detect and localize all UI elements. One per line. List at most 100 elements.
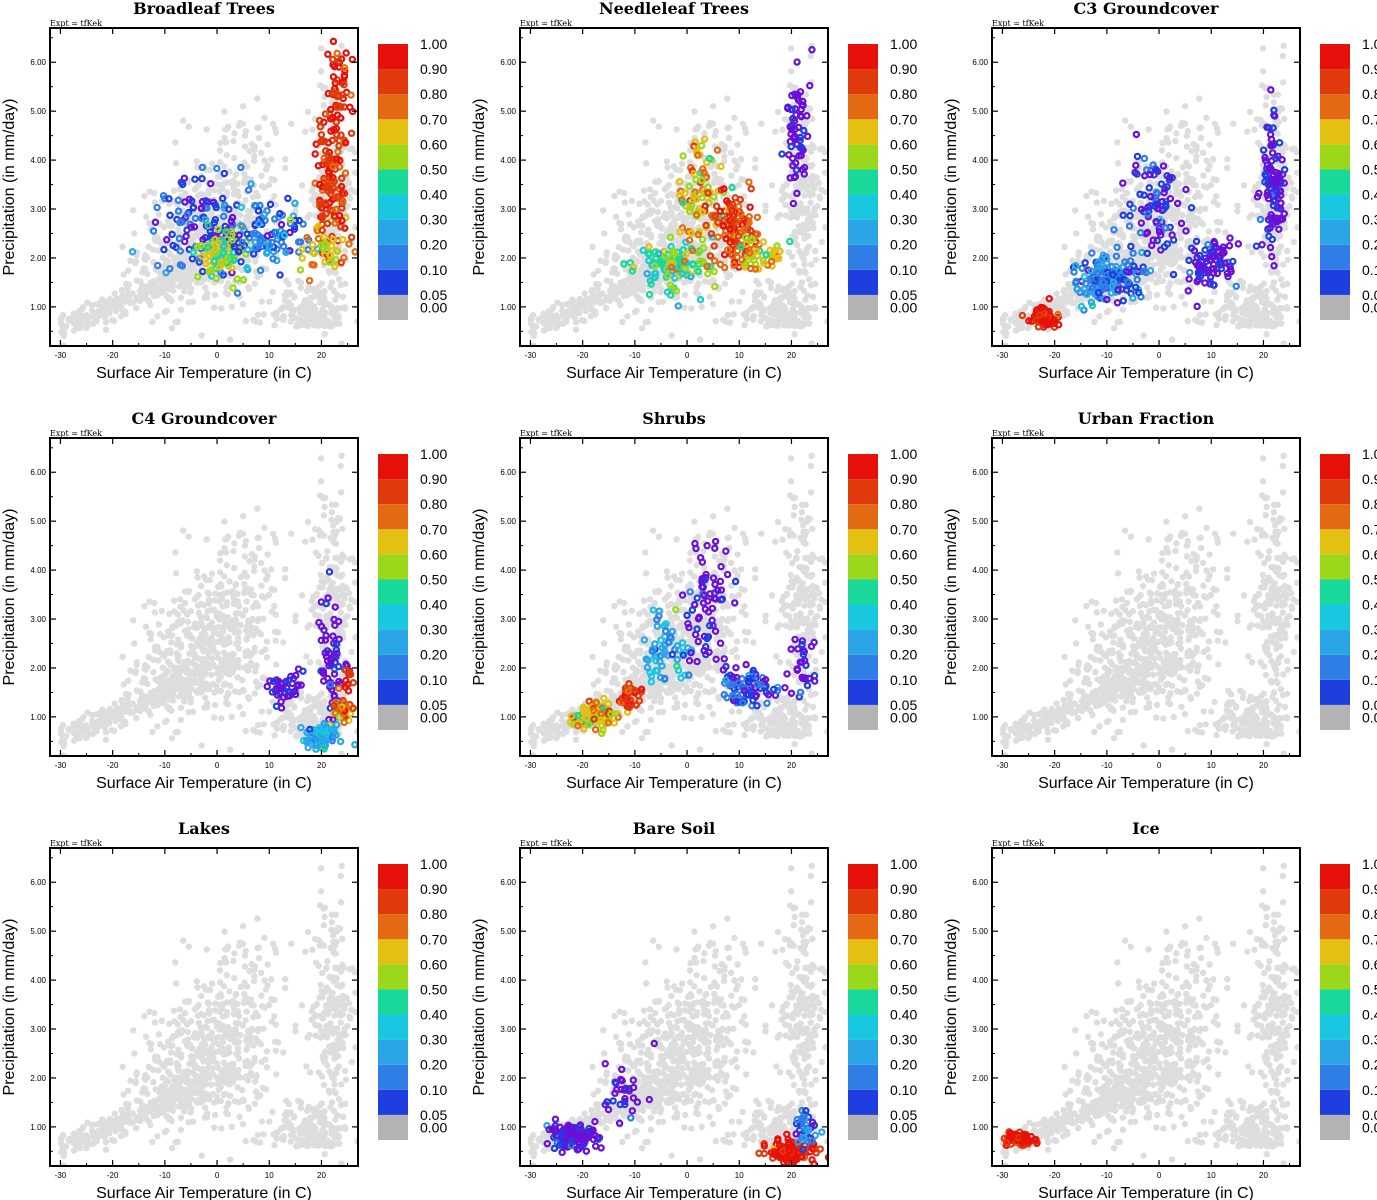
bg-point — [119, 243, 126, 251]
data-point — [223, 254, 232, 263]
data-point — [700, 135, 709, 143]
bg-point — [1261, 312, 1269, 319]
data-point — [298, 254, 306, 262]
bg-point — [743, 315, 751, 322]
bg-point — [348, 186, 355, 193]
data-point — [1215, 260, 1224, 269]
bg-point — [1163, 108, 1170, 115]
data-point — [239, 276, 248, 284]
bg-point — [149, 318, 156, 326]
data-point — [784, 104, 792, 113]
data-point — [338, 174, 346, 182]
data-point — [794, 123, 803, 132]
bg-point — [1262, 261, 1270, 269]
bg-point — [678, 209, 686, 216]
bg-point — [243, 213, 250, 220]
data-point — [1268, 149, 1277, 157]
data-point — [1271, 112, 1279, 120]
bg-point — [322, 299, 329, 307]
bg-point — [1278, 105, 1286, 112]
bg-point — [1071, 207, 1079, 214]
data-point — [237, 163, 245, 172]
bg-point — [330, 287, 338, 295]
data-point — [628, 267, 637, 275]
data-point — [803, 112, 811, 120]
bg-point — [251, 280, 258, 287]
bg-point — [1223, 164, 1231, 172]
bg-point — [271, 192, 278, 200]
data-point — [702, 221, 710, 230]
bg-point — [806, 305, 814, 312]
bg-point — [760, 294, 768, 301]
data-point — [760, 259, 768, 267]
data-point — [1146, 170, 1154, 179]
bg-point — [818, 186, 825, 193]
y-tick-label: 1.00 — [30, 303, 46, 312]
bg-point — [724, 311, 732, 319]
data-point — [162, 236, 171, 244]
bg-point — [255, 124, 262, 131]
bg-point — [1204, 166, 1212, 173]
data-point — [711, 212, 719, 220]
bg-point — [796, 269, 803, 276]
data-point — [128, 248, 137, 256]
plot-frame — [519, 27, 829, 347]
data-point — [747, 226, 755, 235]
bg-point — [1096, 313, 1103, 320]
y-tick-label: 5.00 — [30, 107, 46, 116]
bg-point — [251, 146, 258, 154]
bg-point — [772, 322, 779, 329]
data-point — [337, 182, 346, 191]
bg-point — [1143, 284, 1151, 291]
bg-point — [214, 173, 222, 181]
data-point — [788, 125, 796, 134]
bg-point — [753, 277, 760, 285]
data-point — [1131, 283, 1140, 292]
data-point — [1187, 204, 1196, 212]
data-point — [1159, 162, 1168, 170]
bg-point — [528, 328, 535, 336]
bg-point — [187, 289, 194, 296]
bg-point — [172, 319, 179, 326]
data-point — [187, 223, 195, 231]
bg-point — [302, 128, 309, 135]
bg-point — [129, 290, 136, 297]
data-point — [645, 256, 653, 265]
colorbar-label: 0.00 — [420, 299, 447, 315]
data-point — [1220, 248, 1228, 257]
data-point — [206, 179, 215, 188]
data-point — [324, 151, 332, 159]
data-point — [1097, 262, 1106, 270]
data-point — [329, 236, 337, 244]
data-point — [1234, 240, 1243, 248]
data-point — [325, 169, 333, 177]
bg-point — [225, 279, 232, 287]
colorbar-label: 0.60 — [890, 136, 917, 152]
bg-point — [624, 313, 631, 320]
bg-point — [807, 163, 814, 170]
data-point — [228, 264, 236, 272]
data-point — [1184, 287, 1192, 295]
bg-point — [146, 285, 153, 292]
data-point — [308, 241, 317, 249]
bg-point — [206, 166, 214, 174]
x-tick-label: -20 — [577, 351, 589, 360]
bg-point — [245, 283, 252, 291]
bg-point — [1168, 261, 1175, 268]
bg-point — [788, 207, 795, 215]
data-point — [745, 249, 754, 257]
bg-point — [602, 304, 610, 312]
bg-point — [1168, 255, 1175, 262]
bg-point — [541, 313, 549, 321]
bg-point — [1231, 309, 1238, 317]
bg-point — [189, 298, 197, 305]
data-point — [639, 246, 647, 254]
data-point — [327, 127, 335, 135]
bg-point — [211, 304, 218, 311]
bg-point — [305, 314, 312, 321]
colorbar-label: 0.00 — [890, 299, 917, 315]
bg-point — [96, 300, 103, 307]
data-point — [767, 257, 776, 266]
data-point — [1077, 302, 1086, 311]
data-point — [1227, 267, 1235, 276]
